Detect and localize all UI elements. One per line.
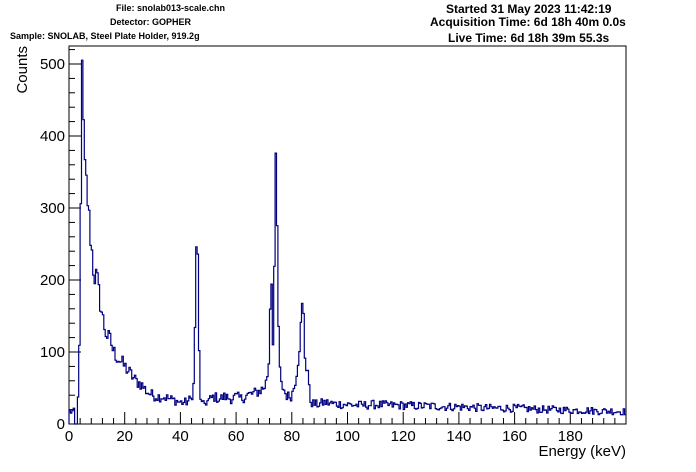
y-tick-label: 100 <box>40 344 65 361</box>
start-time-label: Started 31 May 2023 11:42:19 <box>446 2 612 16</box>
x-tick-label: 80 <box>283 428 300 445</box>
x-tick-label: 180 <box>558 428 583 445</box>
live-time-label: Live Time: 6d 18h 39m 55.3s <box>448 31 610 45</box>
x-tick-label: 100 <box>335 428 360 445</box>
y-tick-label: 300 <box>40 200 65 217</box>
x-axis-title: Energy (keV) <box>538 443 626 460</box>
x-tick-label: 20 <box>116 428 133 445</box>
spectrum-series-line <box>68 59 626 425</box>
file-name-label: File: snolab013-scale.chn <box>116 3 226 13</box>
x-tick-label: 40 <box>172 428 189 445</box>
sample-label: Sample: SNOLAB, Steel Plate Holder, 919.… <box>10 31 200 41</box>
y-tick-label: 500 <box>40 56 65 73</box>
y-axis-title: Counts <box>14 46 31 94</box>
y-tick-label: 400 <box>40 128 65 145</box>
y-tick-label: 0 <box>57 416 65 433</box>
y-tick-label: 200 <box>40 272 65 289</box>
detector-label: Detector: GOPHER <box>110 17 192 27</box>
acquisition-time-label: Acquisition Time: 6d 18h 40m 0.0s <box>430 15 626 29</box>
x-tick-label: 160 <box>502 428 527 445</box>
x-tick-label: 120 <box>391 428 416 445</box>
x-tick-label: 140 <box>446 428 471 445</box>
x-tick-label: 0 <box>65 428 73 445</box>
x-tick-label: 60 <box>228 428 245 445</box>
plot-frame <box>68 45 627 425</box>
